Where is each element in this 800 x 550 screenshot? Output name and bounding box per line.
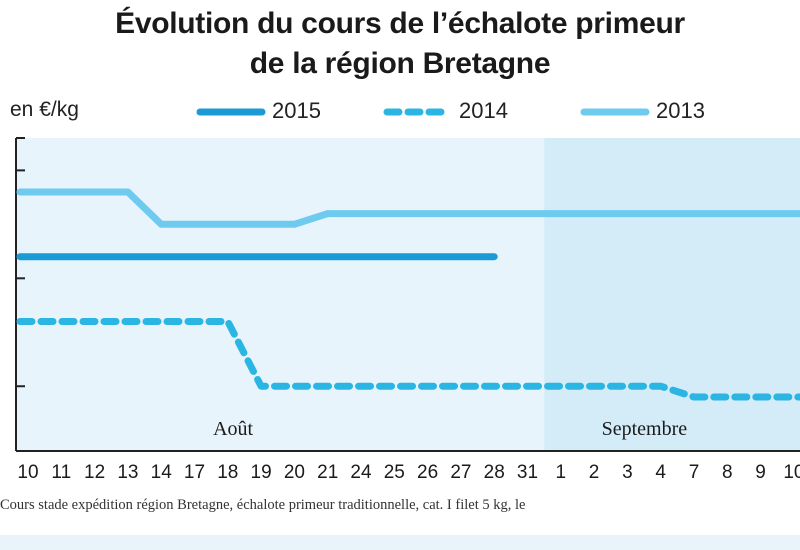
- x-tick-label: 7: [689, 462, 700, 483]
- chart-title-line-1: Évolution du cours de l’échalote primeur: [115, 7, 685, 40]
- chart-plot: 10 11 12 13 14 17 18 19 20 21 24 25 26 27 28 31 1 2 3 4 7 8 9 1…: [15, 137, 800, 483]
- legend-item-2015: 2015: [196, 96, 321, 126]
- x-tick-label: 26: [417, 462, 438, 483]
- legend-item-2013: 2013: [580, 96, 705, 126]
- x-tick-label: 12: [84, 462, 105, 483]
- x-tick-label: 11: [51, 462, 71, 483]
- x-tick-label: 4: [655, 462, 666, 483]
- series-line-2014: [16, 318, 800, 401]
- unit-label: en €/kg: [10, 98, 79, 121]
- x-tick-label: 10: [783, 462, 800, 483]
- x-tick-label: 2: [589, 462, 600, 483]
- panel-aout: [16, 138, 545, 451]
- x-tick-label: 13: [117, 462, 138, 483]
- legend-swatch-2014: [383, 108, 453, 116]
- legend-swatch-2015: [196, 108, 266, 116]
- x-tick-label: 24: [350, 462, 372, 483]
- xtick-group: 10 11 12 13 14 17 18 19 20 21 24 25 26 27 28 31 1 2 3 4 7 8 9 1…: [17, 462, 800, 483]
- x-tick-label: 20: [284, 462, 305, 483]
- chart-title: Évolution du cours de l’échalote primeur…: [0, 4, 800, 84]
- month-group: Août Septembre: [213, 418, 687, 440]
- x-tick-label: 27: [450, 462, 471, 483]
- x-tick-label: 31: [517, 462, 538, 483]
- bottom-strip: [0, 535, 800, 550]
- chart-title-line-2: de la région Bretagne: [249, 47, 551, 80]
- x-tick-label: 21: [317, 462, 338, 483]
- axis-group: [15, 137, 800, 452]
- x-tick-label: 18: [217, 462, 238, 483]
- panel-sept: [544, 138, 800, 451]
- legend-label-2013: 2013: [656, 98, 705, 123]
- x-tick-label: 1: [556, 462, 567, 483]
- legend-label-2014: 2014: [459, 98, 508, 123]
- source-note: Cours stade expédition région Bretagne, …: [0, 497, 526, 513]
- month-label-septembre: Septembre: [602, 418, 688, 440]
- x-tick-label: 19: [251, 462, 272, 483]
- x-tick-label: 28: [484, 462, 505, 483]
- series-group: [16, 188, 800, 401]
- x-tick-label: 3: [622, 462, 633, 483]
- x-tick-label: 14: [151, 462, 173, 483]
- x-tick-label: 17: [184, 462, 205, 483]
- x-tick-label: 8: [722, 462, 733, 483]
- month-label-aout: Août: [213, 418, 253, 440]
- legend-swatch-2013: [580, 108, 650, 116]
- x-tick-label: 25: [384, 462, 405, 483]
- legend-item-2014: 2014: [383, 96, 508, 126]
- legend-label-2015: 2015: [272, 98, 321, 123]
- x-tick-label: 9: [755, 462, 766, 483]
- x-tick-label: 10: [17, 462, 38, 483]
- series-line-2013: [16, 188, 800, 228]
